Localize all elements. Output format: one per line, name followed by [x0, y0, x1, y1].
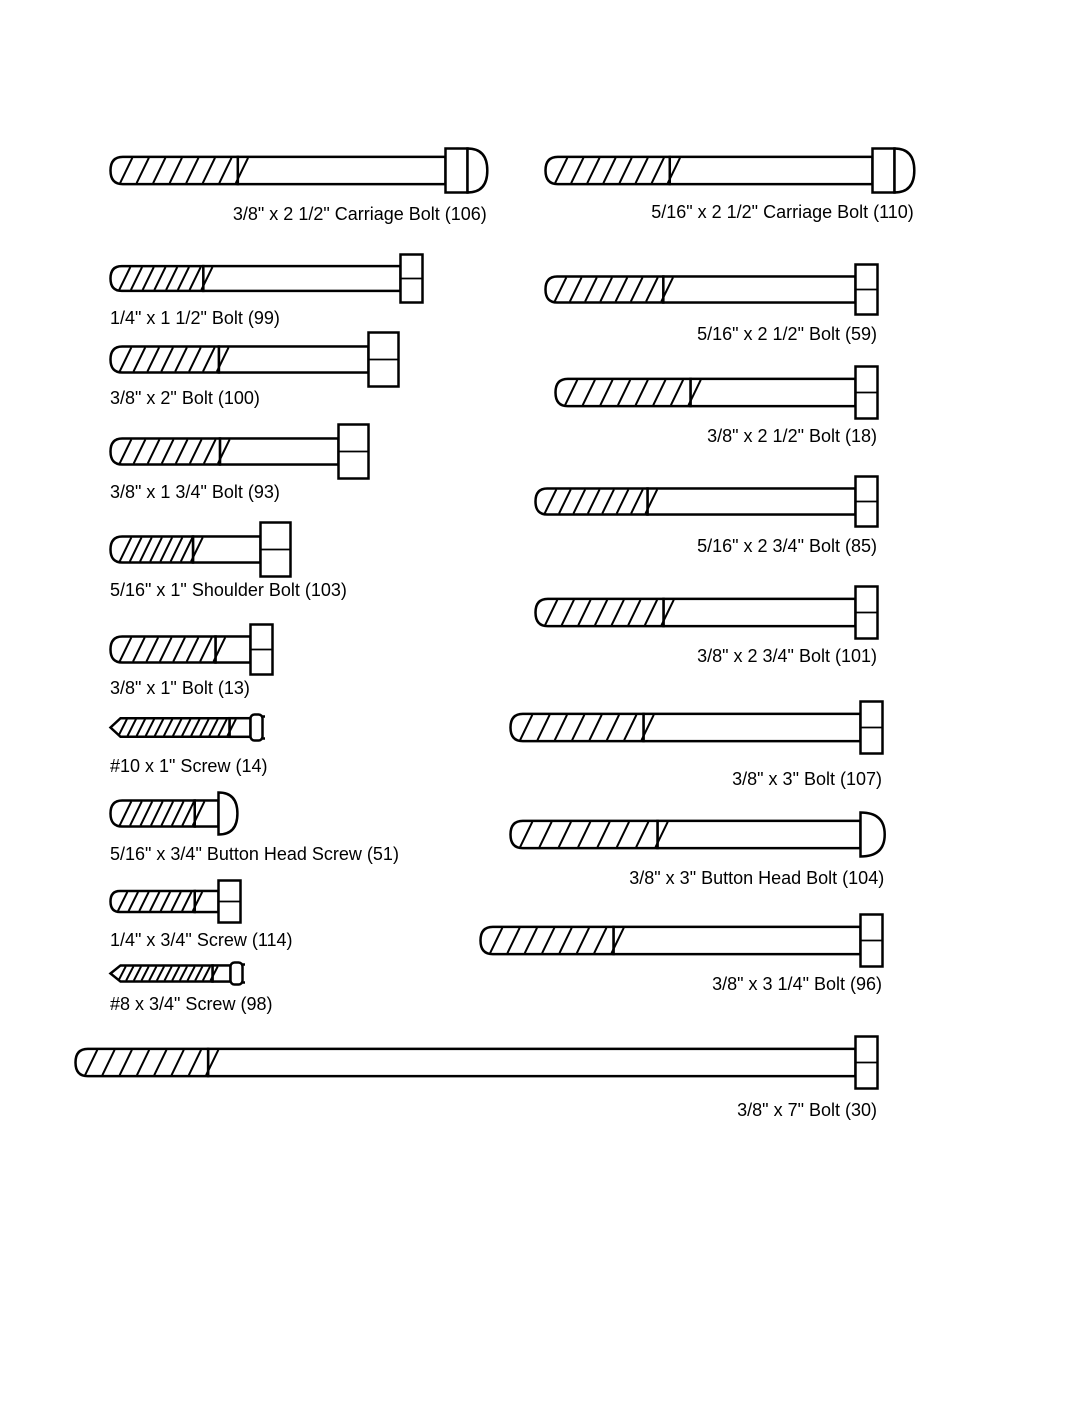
bolt-bolt-107 — [508, 699, 885, 756]
bolt-carriage-110 — [543, 146, 917, 195]
bolt-button-51 — [108, 790, 240, 837]
bolt-button-104 — [508, 810, 887, 859]
label-button-51: 5/16" x 3/4" Button Head Screw (51) — [110, 844, 399, 865]
bolt-bolt-85 — [533, 474, 880, 529]
bolt-bolt-18 — [553, 364, 880, 421]
bolt-screw-98 — [108, 958, 245, 989]
bolt-shoulder-103 — [108, 520, 293, 579]
label-bolt-100: 3/8" x 2" Bolt (100) — [110, 388, 260, 409]
bolt-carriage-106 — [108, 146, 490, 195]
label-bolt-99: 1/4" x 1 1/2" Bolt (99) — [110, 308, 280, 329]
bolt-bolt-59 — [543, 262, 880, 317]
bolt-bolt-30 — [73, 1034, 880, 1091]
label-bolt-96: 3/8" x 3 1/4" Bolt (96) — [712, 974, 882, 995]
label-button-104: 3/8" x 3" Button Head Bolt (104) — [629, 868, 884, 889]
bolt-reference-sheet: 3/8" x 2 1/2" Carriage Bolt (106) 1/4" x … — [0, 0, 1080, 1403]
label-carriage-110: 5/16" x 2 1/2" Carriage Bolt (110) — [651, 202, 914, 223]
label-screw-98: #8 x 3/4" Screw (98) — [110, 994, 272, 1015]
bolt-bolt-101 — [533, 584, 880, 641]
label-bolt-13: 3/8" x 1" Bolt (13) — [110, 678, 250, 699]
bolt-bolt-100 — [108, 330, 401, 389]
label-shoulder-103: 5/16" x 1" Shoulder Bolt (103) — [110, 580, 347, 601]
bolt-screw-114 — [108, 878, 243, 925]
label-bolt-93: 3/8" x 1 3/4" Bolt (93) — [110, 482, 280, 503]
label-screw-14: #10 x 1" Screw (14) — [110, 756, 267, 777]
label-carriage-106: 3/8" x 2 1/2" Carriage Bolt (106) — [233, 204, 487, 225]
label-bolt-18: 3/8" x 2 1/2" Bolt (18) — [707, 426, 877, 447]
bolt-bolt-99 — [108, 252, 425, 305]
label-bolt-30: 3/8" x 7" Bolt (30) — [737, 1100, 877, 1121]
label-bolt-107: 3/8" x 3" Bolt (107) — [732, 769, 882, 790]
bolt-bolt-96 — [478, 912, 885, 969]
bolt-screw-14 — [108, 710, 265, 745]
label-screw-114: 1/4" x 3/4" Screw (114) — [110, 930, 293, 951]
bolt-bolt-93 — [108, 422, 371, 481]
bolt-bolt-13 — [108, 622, 275, 677]
label-bolt-85: 5/16" x 2 3/4" Bolt (85) — [697, 536, 877, 557]
label-bolt-59: 5/16" x 2 1/2" Bolt (59) — [697, 324, 877, 345]
label-bolt-101: 3/8" x 2 3/4" Bolt (101) — [697, 646, 877, 667]
